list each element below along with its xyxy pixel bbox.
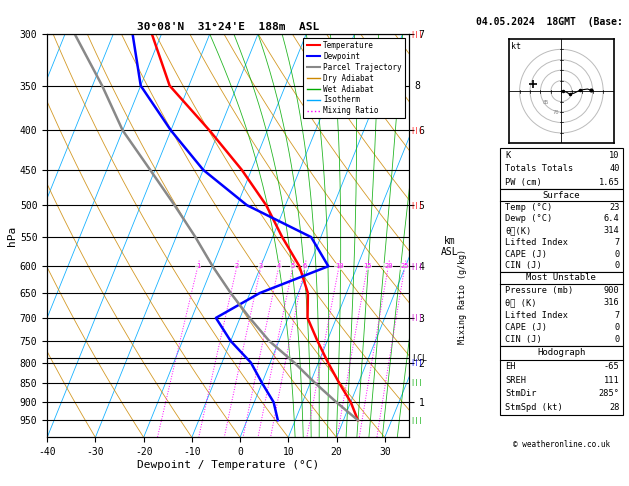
- Text: 2: 2: [235, 263, 239, 269]
- Text: 25: 25: [401, 263, 409, 269]
- Text: kt: kt: [511, 42, 521, 51]
- Text: |||: |||: [410, 31, 423, 37]
- Text: Surface: Surface: [543, 191, 580, 200]
- Text: 8: 8: [415, 81, 420, 91]
- Text: 23: 23: [609, 203, 620, 211]
- Text: Lifted Index: Lifted Index: [505, 311, 568, 319]
- Text: LCL: LCL: [411, 354, 426, 363]
- Text: θᴄ(K): θᴄ(K): [505, 226, 532, 235]
- Text: 1.65: 1.65: [599, 178, 620, 187]
- Text: |||: |||: [410, 263, 423, 270]
- Text: CAPE (J): CAPE (J): [505, 250, 547, 259]
- Text: 70: 70: [553, 110, 560, 115]
- Text: Pressure (mb): Pressure (mb): [505, 286, 574, 295]
- Text: θᴄ (K): θᴄ (K): [505, 298, 537, 307]
- Text: 6: 6: [303, 263, 307, 269]
- Text: CAPE (J): CAPE (J): [505, 323, 547, 332]
- Text: Dewp (°C): Dewp (°C): [505, 214, 552, 224]
- Title: 30°08'N  31°24'E  188m  ASL: 30°08'N 31°24'E 188m ASL: [137, 22, 319, 32]
- Text: StmDir: StmDir: [505, 389, 537, 399]
- Y-axis label: hPa: hPa: [7, 226, 17, 246]
- Text: 3: 3: [259, 263, 263, 269]
- Text: 4: 4: [277, 263, 281, 269]
- Text: 10: 10: [609, 151, 620, 159]
- Text: 15: 15: [364, 263, 372, 269]
- Text: Hodograph: Hodograph: [537, 348, 586, 357]
- Text: 900: 900: [604, 286, 620, 295]
- Text: 0: 0: [615, 250, 620, 259]
- Text: |||: |||: [410, 202, 423, 208]
- Text: Mixing Ratio (g/kg): Mixing Ratio (g/kg): [458, 249, 467, 344]
- Text: 316: 316: [604, 298, 620, 307]
- Text: EH: EH: [505, 362, 516, 371]
- Text: 85: 85: [543, 100, 549, 104]
- Text: 1: 1: [196, 263, 200, 269]
- Text: Temp (°C): Temp (°C): [505, 203, 552, 211]
- Text: CIN (J): CIN (J): [505, 261, 542, 270]
- Text: K: K: [505, 151, 510, 159]
- Text: |||: |||: [410, 359, 423, 366]
- Text: 7: 7: [615, 238, 620, 247]
- Text: 10: 10: [335, 263, 343, 269]
- Text: Most Unstable: Most Unstable: [526, 274, 596, 282]
- Text: PW (cm): PW (cm): [505, 178, 542, 187]
- Y-axis label: km
ASL: km ASL: [441, 236, 459, 257]
- Text: Lifted Index: Lifted Index: [505, 238, 568, 247]
- Text: |||: |||: [410, 314, 423, 321]
- Text: CIN (J): CIN (J): [505, 335, 542, 344]
- Text: © weatheronline.co.uk: © weatheronline.co.uk: [513, 440, 610, 449]
- Text: 0: 0: [615, 323, 620, 332]
- Legend: Temperature, Dewpoint, Parcel Trajectory, Dry Adiabat, Wet Adiabat, Isotherm, Mi: Temperature, Dewpoint, Parcel Trajectory…: [303, 38, 405, 119]
- Text: 04.05.2024  18GMT  (Base: 00): 04.05.2024 18GMT (Base: 00): [476, 17, 629, 27]
- Text: |||: |||: [410, 127, 423, 134]
- Text: 5: 5: [291, 263, 295, 269]
- Text: 0: 0: [615, 261, 620, 270]
- Text: 20: 20: [384, 263, 392, 269]
- X-axis label: Dewpoint / Temperature (°C): Dewpoint / Temperature (°C): [137, 460, 319, 470]
- Text: 314: 314: [604, 226, 620, 235]
- Text: 285°: 285°: [599, 389, 620, 399]
- Text: |||: |||: [410, 380, 423, 386]
- Text: 111: 111: [604, 376, 620, 385]
- Text: -65: -65: [604, 362, 620, 371]
- Text: 40: 40: [609, 164, 620, 174]
- Text: 7: 7: [615, 311, 620, 319]
- Text: StmSpd (kt): StmSpd (kt): [505, 403, 563, 412]
- Text: 6.4: 6.4: [604, 214, 620, 224]
- Text: 0: 0: [615, 335, 620, 344]
- Text: SREH: SREH: [505, 376, 526, 385]
- Text: |||: |||: [410, 417, 423, 424]
- Text: Totals Totals: Totals Totals: [505, 164, 574, 174]
- Text: 28: 28: [609, 403, 620, 412]
